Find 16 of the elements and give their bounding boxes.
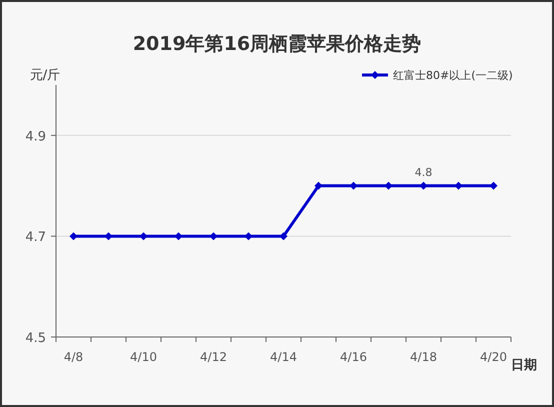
- x-tick-label: 4/12: [200, 350, 227, 364]
- x-axis-title: 日期: [511, 358, 537, 373]
- x-tick-label: 4/16: [340, 350, 367, 364]
- x-tick-label: 4/14: [270, 350, 297, 364]
- y-axis-title: 元/斤: [30, 68, 60, 83]
- x-tick-label: 4/18: [410, 350, 437, 364]
- x-tick-label: 4/10: [130, 350, 157, 364]
- x-tick-label: 4/20: [480, 350, 507, 364]
- x-tick-label: 4/8: [64, 350, 84, 364]
- data-label: 4.8: [414, 166, 432, 179]
- legend-label: 红富士80#以上(一二级): [393, 69, 513, 82]
- legend: 红富士80#以上(一二级): [362, 69, 513, 82]
- y-tick-label: 4.5: [25, 331, 46, 346]
- chart-title: 2019年第16周栖霞苹果价格走势: [132, 33, 422, 55]
- y-tick-label: 4.9: [25, 129, 46, 144]
- y-tick-label: 4.7: [25, 230, 46, 246]
